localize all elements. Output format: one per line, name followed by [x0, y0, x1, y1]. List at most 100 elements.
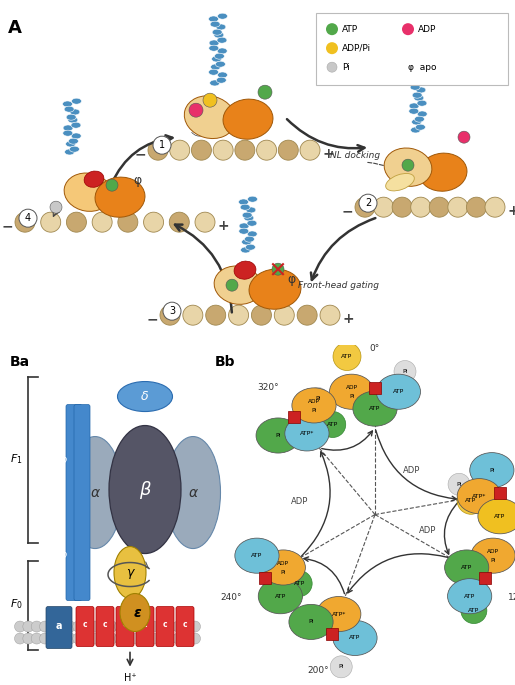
FancyBboxPatch shape	[74, 405, 90, 601]
FancyBboxPatch shape	[76, 606, 94, 647]
Ellipse shape	[234, 261, 256, 279]
Ellipse shape	[95, 177, 145, 217]
Ellipse shape	[65, 141, 76, 147]
Circle shape	[15, 212, 35, 232]
FancyBboxPatch shape	[325, 627, 338, 640]
Text: Pi: Pi	[276, 433, 281, 438]
Ellipse shape	[353, 391, 397, 426]
Circle shape	[448, 197, 468, 217]
FancyBboxPatch shape	[494, 486, 506, 499]
Circle shape	[90, 633, 100, 644]
Ellipse shape	[235, 538, 279, 573]
Text: ATP: ATP	[466, 498, 477, 503]
Ellipse shape	[242, 239, 252, 245]
Circle shape	[326, 42, 338, 54]
Circle shape	[156, 621, 167, 632]
Circle shape	[173, 633, 184, 644]
Circle shape	[164, 633, 176, 644]
Text: 0°: 0°	[370, 344, 380, 353]
Text: ATP: ATP	[494, 514, 506, 519]
Circle shape	[355, 197, 375, 217]
Circle shape	[131, 621, 142, 632]
Text: ATP: ATP	[274, 594, 286, 599]
Ellipse shape	[114, 547, 146, 599]
Ellipse shape	[72, 98, 81, 104]
Ellipse shape	[68, 117, 78, 123]
Text: +: +	[342, 312, 354, 326]
Ellipse shape	[64, 149, 75, 155]
Text: Pi: Pi	[489, 468, 494, 473]
Circle shape	[359, 194, 377, 212]
Circle shape	[23, 621, 34, 632]
Text: Ba: Ba	[10, 355, 30, 369]
Circle shape	[92, 212, 112, 232]
Ellipse shape	[384, 148, 432, 186]
Ellipse shape	[209, 40, 219, 46]
Circle shape	[274, 306, 294, 325]
Ellipse shape	[247, 231, 257, 237]
Text: α: α	[188, 486, 198, 499]
Circle shape	[31, 621, 42, 632]
Ellipse shape	[120, 593, 150, 632]
Circle shape	[81, 621, 92, 632]
Ellipse shape	[418, 76, 427, 82]
Text: ATP: ATP	[342, 25, 358, 34]
Circle shape	[320, 306, 340, 325]
Circle shape	[156, 633, 167, 644]
Circle shape	[123, 633, 134, 644]
Ellipse shape	[214, 53, 225, 59]
Ellipse shape	[240, 204, 250, 210]
Ellipse shape	[64, 106, 74, 112]
Circle shape	[286, 571, 312, 597]
Circle shape	[98, 633, 109, 644]
Text: ATP: ATP	[461, 565, 472, 570]
Circle shape	[48, 621, 59, 632]
Circle shape	[327, 62, 337, 72]
Ellipse shape	[216, 77, 226, 83]
Text: ATP: ATP	[251, 553, 263, 558]
Ellipse shape	[223, 99, 273, 139]
Ellipse shape	[66, 114, 76, 120]
Ellipse shape	[289, 604, 333, 640]
FancyBboxPatch shape	[136, 606, 154, 647]
Text: ATP: ATP	[464, 594, 475, 599]
Text: c: c	[183, 620, 187, 629]
Ellipse shape	[216, 24, 226, 30]
Text: ATP: ATP	[369, 406, 381, 411]
Circle shape	[81, 633, 92, 644]
Circle shape	[181, 621, 192, 632]
Ellipse shape	[68, 138, 78, 144]
Circle shape	[41, 212, 61, 232]
Circle shape	[457, 486, 485, 514]
Text: +: +	[507, 204, 515, 219]
Circle shape	[56, 621, 67, 632]
Text: ADP: ADP	[346, 385, 357, 390]
Text: A: A	[8, 19, 22, 37]
Circle shape	[333, 342, 361, 371]
Ellipse shape	[84, 171, 104, 187]
Text: ADP: ADP	[290, 497, 308, 506]
Circle shape	[73, 633, 84, 644]
Circle shape	[392, 197, 412, 217]
Ellipse shape	[165, 436, 220, 549]
Ellipse shape	[239, 228, 249, 234]
Circle shape	[123, 621, 134, 632]
Text: Pi: Pi	[315, 396, 320, 401]
Circle shape	[192, 140, 212, 160]
Circle shape	[106, 633, 117, 644]
Text: γ: γ	[126, 566, 134, 579]
Ellipse shape	[317, 597, 361, 632]
Ellipse shape	[292, 388, 336, 423]
Text: $F_1$: $F_1$	[10, 453, 22, 466]
Circle shape	[148, 140, 168, 160]
Circle shape	[98, 621, 109, 632]
Text: ATP*: ATP*	[332, 612, 346, 616]
Circle shape	[106, 621, 117, 632]
Ellipse shape	[214, 266, 262, 304]
Text: ADP: ADP	[419, 526, 437, 535]
Ellipse shape	[249, 269, 301, 309]
Circle shape	[195, 212, 215, 232]
Text: Bb: Bb	[215, 355, 235, 369]
Text: ATP: ATP	[468, 608, 479, 613]
Ellipse shape	[109, 425, 181, 553]
